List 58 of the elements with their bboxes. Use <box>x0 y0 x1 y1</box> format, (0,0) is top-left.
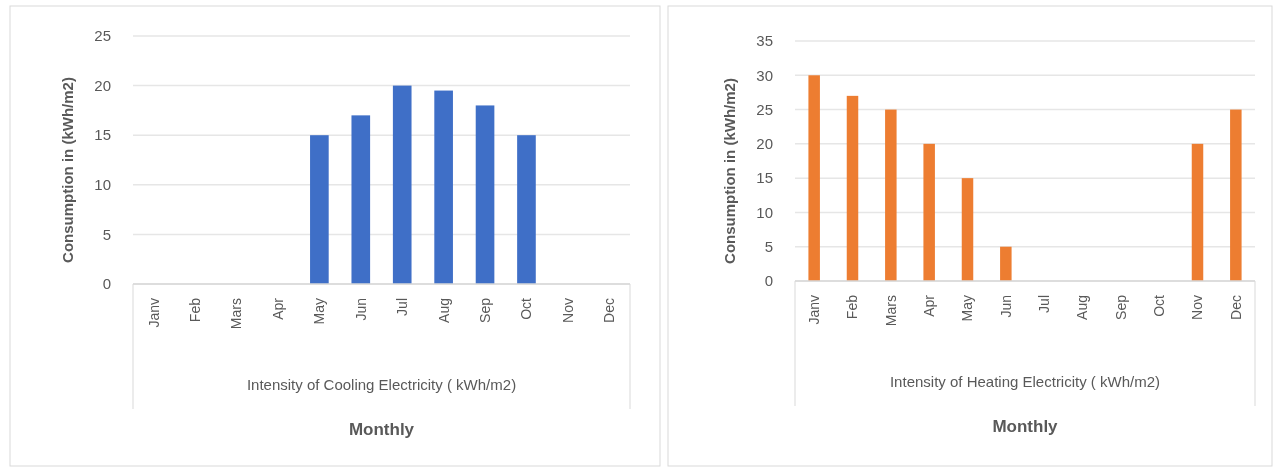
x-tick-label: Dec <box>601 298 618 323</box>
y-tick-label: 35 <box>756 32 773 50</box>
x-tick-label: Jun <box>997 295 1014 318</box>
y-tick-label: 25 <box>756 100 773 118</box>
text: Intensity of Cooling Electricity ( kWh/m2) <box>246 376 517 393</box>
bar <box>846 95 859 281</box>
x-tick-label: Sep <box>476 297 493 323</box>
x-tick-label: Aug <box>435 298 452 323</box>
y-tick-label: 20 <box>756 135 773 153</box>
bar <box>434 90 453 284</box>
y-tick-label: 15 <box>756 169 773 187</box>
x-tick-label: Dec <box>1227 295 1244 320</box>
x-tick-label: Feb <box>844 294 861 320</box>
x-tick-label: Jul <box>394 298 411 316</box>
x-tick-label: Oct <box>518 297 535 320</box>
bar <box>392 85 412 284</box>
y-tick-label: 10 <box>94 176 111 194</box>
bar <box>1191 143 1204 281</box>
x-tick-label: Jun <box>352 298 369 321</box>
text: Intensity of Heating Electricity ( kWh/m2) <box>889 373 1161 390</box>
y-tick-label: 10 <box>756 203 773 221</box>
bar <box>310 135 329 284</box>
x-tick-label: Janv <box>145 298 162 328</box>
x-tick-label: May <box>311 298 328 325</box>
y-tick-label: 5 <box>764 237 773 255</box>
bar <box>1230 109 1242 281</box>
bar <box>961 178 974 281</box>
x-tick-label: Nov <box>1189 295 1206 320</box>
y-tick-label: 0 <box>764 272 773 290</box>
y-axis-title: Consumption in (kWh/m2) <box>721 78 738 264</box>
x-tick-label: Mars <box>228 298 245 330</box>
x-tick-label: Apr <box>269 297 286 320</box>
x-tick-label: Sep <box>1112 294 1129 320</box>
x-tick-label: Nov <box>559 298 576 323</box>
x-tick-label: May <box>959 295 976 322</box>
y-tick-label: 25 <box>94 27 111 45</box>
y-tick-label: 20 <box>94 76 111 94</box>
bar <box>517 135 536 284</box>
x-tick-label: Aug <box>1074 295 1091 320</box>
x-tick-label: Feb <box>187 297 204 323</box>
bar <box>475 105 495 284</box>
bar <box>923 143 935 281</box>
x-tick-label: Jul <box>1036 295 1053 313</box>
y-tick-label: 0 <box>102 275 111 293</box>
x-axis-title: Monthly <box>992 417 1059 436</box>
x-tick-label: Mars <box>882 295 899 327</box>
x-tick-label: Apr <box>921 294 938 317</box>
bar <box>885 109 897 281</box>
bar <box>1000 246 1012 281</box>
x-axis-title: Monthly <box>348 420 415 439</box>
y-tick-label: 15 <box>94 126 111 144</box>
y-tick-label: 30 <box>756 66 773 84</box>
x-tick-label: Oct <box>1151 294 1168 317</box>
y-axis-title: Consumption in (kWh/m2) <box>59 77 76 263</box>
x-tick-label: Janv <box>806 295 823 325</box>
bar <box>351 115 371 284</box>
y-tick-label: 5 <box>102 225 111 243</box>
bar <box>808 75 820 281</box>
